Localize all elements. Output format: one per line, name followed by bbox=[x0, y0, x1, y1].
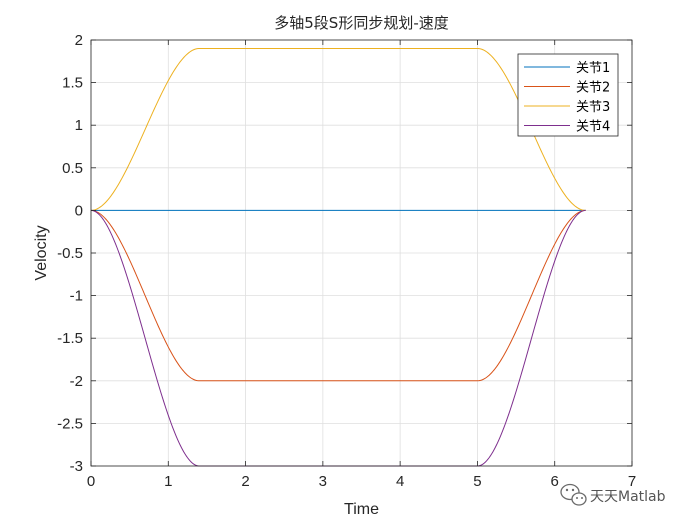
y-tick-label: -3 bbox=[70, 458, 83, 475]
x-tick-label: 2 bbox=[241, 473, 249, 490]
x-tick-label: 5 bbox=[473, 473, 481, 490]
x-tick-label: 0 bbox=[87, 473, 95, 490]
legend-entry-label: 关节3 bbox=[576, 100, 610, 115]
legend-entry-label: 关节2 bbox=[576, 81, 610, 96]
y-tick-label: 0 bbox=[75, 202, 83, 219]
x-tick-label: 4 bbox=[396, 473, 404, 490]
y-tick-label: 0.5 bbox=[62, 160, 83, 177]
y-axis-label: Velocity bbox=[33, 225, 50, 280]
x-axis-label: Time bbox=[344, 501, 379, 518]
x-tick-label: 6 bbox=[551, 473, 559, 490]
x-tick-label: 3 bbox=[319, 473, 327, 490]
x-tick-label: 1 bbox=[164, 473, 172, 490]
legend-entry-label: 关节1 bbox=[576, 61, 610, 76]
y-tick-label: 1 bbox=[75, 117, 83, 134]
y-tick-label: -1 bbox=[70, 288, 83, 305]
y-tick-label: -1.5 bbox=[57, 330, 83, 347]
y-tick-label: 1.5 bbox=[62, 75, 83, 92]
x-tick-label: 7 bbox=[628, 473, 636, 490]
legend: 关节1 关节2 关节3 关节4 bbox=[518, 54, 618, 136]
watermark-text: 天天Matlab bbox=[590, 489, 666, 505]
y-tick-label: -2 bbox=[70, 373, 83, 390]
y-tick-label: -0.5 bbox=[57, 245, 83, 262]
y-tick-label: 2 bbox=[75, 32, 83, 49]
y-tick-label: -2.5 bbox=[57, 415, 83, 432]
legend-entry-label: 关节4 bbox=[576, 120, 610, 135]
chart-title: 多轴5段S形同步规划-速度 bbox=[274, 14, 448, 32]
